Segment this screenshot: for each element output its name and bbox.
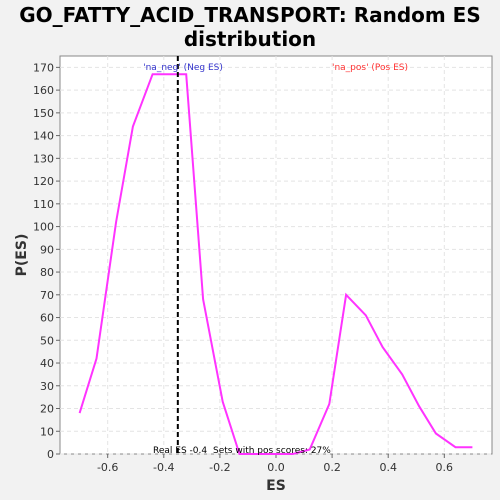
y-tick-label: 130 (33, 152, 54, 165)
y-tick-label: 80 (40, 266, 54, 279)
x-tick-label: 0.6 (436, 461, 454, 474)
real-es-text: Real ES -0.4 (153, 446, 207, 456)
y-tick-label: 120 (33, 175, 54, 188)
y-tick-label: 50 (40, 334, 54, 347)
y-tick-label: 60 (40, 312, 54, 325)
chart-title-line-2: distribution (184, 27, 316, 51)
y-tick-label: 40 (40, 357, 54, 370)
x-tick-label: -0.4 (153, 461, 174, 474)
y-tick-label: 140 (33, 130, 54, 143)
y-tick-label: 10 (40, 425, 54, 438)
neg-es-label: 'na_neg' (Neg ES) (143, 63, 223, 73)
x-tick-label: 0.2 (323, 461, 341, 474)
y-tick-label: 30 (40, 380, 54, 393)
y-tick-label: 20 (40, 403, 54, 416)
x-tick-label: 0.0 (267, 461, 285, 474)
x-tick-label: -0.2 (209, 461, 230, 474)
x-tick-label: 0.4 (379, 461, 397, 474)
y-tick-label: 90 (40, 243, 54, 256)
x-axis-label: ES (266, 478, 286, 494)
axis-ticks: 0 10 20 30 40 50 60 70 80 90 100 110 120 130 140 150 160… (33, 61, 453, 474)
series-layer (78, 73, 473, 455)
pos-scores-text: Sets with pos scores: 27% (213, 446, 331, 456)
y-tick-label: 160 (33, 84, 54, 97)
y-tick-label: 150 (33, 107, 54, 120)
x-tick-label: -0.6 (97, 461, 118, 474)
series-line (78, 73, 473, 455)
y-tick-label: 170 (33, 61, 54, 74)
pos-es-label: 'na_pos' (Pos ES) (332, 63, 408, 73)
y-axis-label: P(ES) (14, 234, 30, 277)
y-tick-label: 0 (47, 448, 54, 461)
chart-title-line-1: GO_FATTY_ACID_TRANSPORT: Random ES (19, 3, 481, 27)
y-tick-label: 110 (33, 198, 54, 211)
y-tick-label: 70 (40, 289, 54, 302)
y-tick-label: 100 (33, 221, 54, 234)
